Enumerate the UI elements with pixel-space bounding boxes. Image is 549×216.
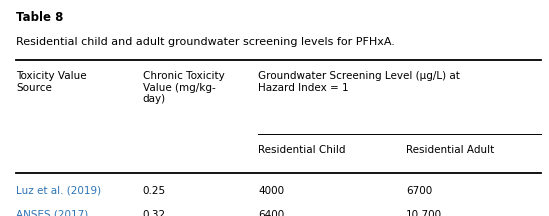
Text: 6400: 6400 [258, 210, 284, 216]
Text: Residential Child: Residential Child [258, 145, 345, 155]
Text: Chronic Toxicity
Value (mg/kg-
day): Chronic Toxicity Value (mg/kg- day) [143, 71, 225, 105]
Text: 6700: 6700 [406, 186, 433, 196]
Text: ANSES (2017): ANSES (2017) [16, 210, 89, 216]
Text: Groundwater Screening Level (μg/L) at
Hazard Index = 1: Groundwater Screening Level (μg/L) at Ha… [258, 71, 460, 93]
Text: Table 8: Table 8 [16, 11, 64, 24]
Text: 4000: 4000 [258, 186, 284, 196]
Text: 0.32: 0.32 [143, 210, 166, 216]
Text: 0.25: 0.25 [143, 186, 166, 196]
Text: Toxicity Value
Source: Toxicity Value Source [16, 71, 87, 93]
Text: Residential child and adult groundwater screening levels for PFHxA.: Residential child and adult groundwater … [16, 37, 395, 47]
Text: Residential Adult: Residential Adult [406, 145, 495, 155]
Text: Luz et al. (2019): Luz et al. (2019) [16, 186, 102, 196]
Text: 10,700: 10,700 [406, 210, 442, 216]
